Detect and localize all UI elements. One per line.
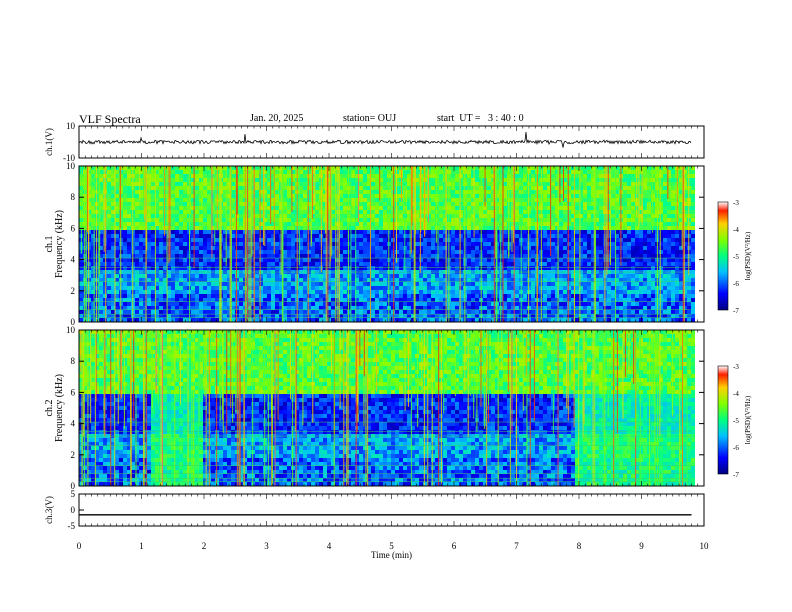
y-tick-label: 6 xyxy=(71,223,76,233)
y-tick-label: 2 xyxy=(71,286,76,296)
x-tick-label: 0 xyxy=(77,541,82,551)
y-tick-label: 6 xyxy=(71,387,76,397)
station-label: station= OUJ xyxy=(343,113,397,124)
colorbar-tick-label: -7 xyxy=(733,471,739,479)
y-tick-label: 10 xyxy=(66,121,76,131)
y-axis-label: ch.3(V) xyxy=(44,496,54,524)
colorbar-tick-label: -3 xyxy=(733,199,739,207)
colorbar-label: log(PSD)(V²/Hz) xyxy=(744,395,752,444)
colorbar-tick-label: -3 xyxy=(733,363,739,371)
date-label: Jan. 20, 2025 xyxy=(250,113,304,124)
x-tick-label: 9 xyxy=(639,541,644,551)
colorbar-tick-label: -6 xyxy=(733,444,739,452)
x-tick-label: 8 xyxy=(577,541,582,551)
y-tick-label: 5 xyxy=(71,489,76,499)
colorbar xyxy=(717,365,729,475)
colorbar-tick-label: -5 xyxy=(733,417,739,425)
x-tick-label: 4 xyxy=(327,541,332,551)
x-tick-label: 5 xyxy=(389,541,394,551)
y-axis-label: ch.1(V) xyxy=(44,128,54,156)
y-tick-label: 4 xyxy=(71,255,76,265)
x-tick-label: 1 xyxy=(139,541,144,551)
y-tick-label: 8 xyxy=(71,192,76,202)
colorbar-tick-label: -6 xyxy=(733,280,739,288)
x-axis-label: Time (min) xyxy=(371,550,412,560)
y-tick-label: 0 xyxy=(71,505,76,515)
y-tick-label: 2 xyxy=(71,450,76,460)
y-axis-label: Frequency (kHz) xyxy=(54,374,65,442)
x-tick-label: 6 xyxy=(452,541,457,551)
y-axis-label: ch.2 xyxy=(44,400,55,417)
x-tick-label: 7 xyxy=(514,541,519,551)
colorbar-tick-label: -5 xyxy=(733,253,739,261)
colorbar-tick-label: -7 xyxy=(733,307,739,315)
y-tick-label: -10 xyxy=(63,153,75,163)
spectrogram-1 xyxy=(78,165,705,323)
y-tick-label: -5 xyxy=(68,521,76,531)
x-tick-label: 10 xyxy=(700,541,710,551)
y-tick-label: 0 xyxy=(71,481,76,491)
y-axis-label: Frequency (kHz) xyxy=(54,210,65,278)
colorbar-tick-label: -4 xyxy=(733,226,739,234)
waveform-trace xyxy=(78,131,692,148)
x-tick-label: 2 xyxy=(202,541,207,551)
y-tick-label: 8 xyxy=(71,356,76,366)
colorbar-label: log(PSD)(V²/Hz) xyxy=(744,231,752,280)
figure-title: VLF Spectra xyxy=(79,112,141,126)
y-axis-label: ch.1 xyxy=(44,236,55,253)
x-tick-label: 3 xyxy=(264,541,269,551)
y-tick-label: 10 xyxy=(66,161,76,171)
waveform-frame xyxy=(78,493,705,527)
colorbar-tick-label: -4 xyxy=(733,390,739,398)
y-tick-label: 0 xyxy=(71,317,76,327)
y-tick-label: 4 xyxy=(71,419,76,429)
spectrogram-2 xyxy=(78,329,705,487)
y-tick-label: 10 xyxy=(66,325,76,335)
start-time-label: start UT = 3 : 40 : 0 xyxy=(437,113,524,124)
colorbar xyxy=(717,201,729,311)
